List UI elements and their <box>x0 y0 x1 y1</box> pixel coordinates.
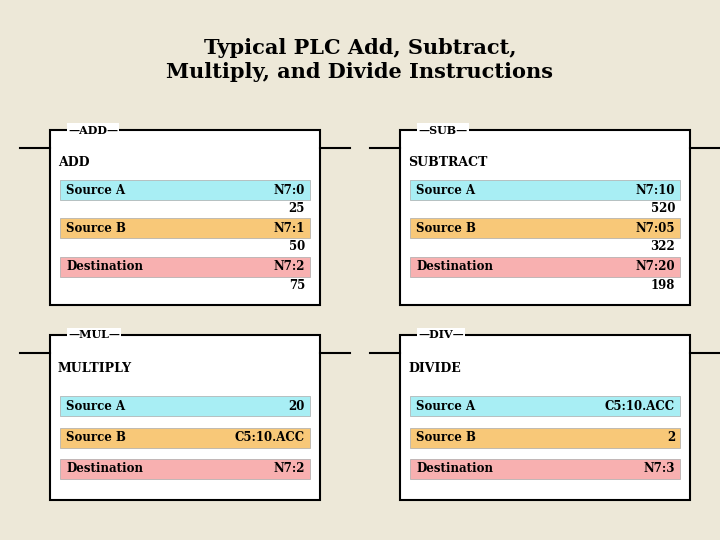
Text: N7:0: N7:0 <box>274 184 305 197</box>
Bar <box>50 335 320 500</box>
Bar <box>400 335 690 500</box>
Bar <box>60 180 310 200</box>
Text: 2: 2 <box>667 431 675 444</box>
Bar <box>410 180 680 200</box>
Text: Destination: Destination <box>416 260 493 273</box>
Text: SUBTRACT: SUBTRACT <box>408 157 487 170</box>
Text: Source B: Source B <box>416 222 476 235</box>
Text: 520: 520 <box>650 202 675 215</box>
Text: Source A: Source A <box>416 184 475 197</box>
Text: N7:10: N7:10 <box>636 184 675 197</box>
Bar <box>60 218 310 238</box>
Text: Source A: Source A <box>66 184 125 197</box>
Text: ADD: ADD <box>58 157 89 170</box>
Text: N7:2: N7:2 <box>274 462 305 475</box>
Text: Destination: Destination <box>66 260 143 273</box>
Text: 198: 198 <box>651 279 675 292</box>
Text: C5:10.ACC: C5:10.ACC <box>605 400 675 413</box>
Text: —ADD—: —ADD— <box>68 125 118 136</box>
Text: DIVIDE: DIVIDE <box>408 361 461 375</box>
Text: Source A: Source A <box>416 400 475 413</box>
Text: N7:2: N7:2 <box>274 260 305 273</box>
Text: Destination: Destination <box>416 462 493 475</box>
Text: MULTIPLY: MULTIPLY <box>58 361 132 375</box>
Bar <box>410 428 680 448</box>
Bar <box>60 459 310 479</box>
Bar <box>60 256 310 276</box>
Text: 322: 322 <box>650 240 675 253</box>
Text: N7:20: N7:20 <box>635 260 675 273</box>
Text: C5:10.ACC: C5:10.ACC <box>235 431 305 444</box>
Bar <box>410 396 680 416</box>
Text: 75: 75 <box>289 279 305 292</box>
Text: 20: 20 <box>289 400 305 413</box>
Text: Source B: Source B <box>416 431 476 444</box>
Text: —DIV—: —DIV— <box>418 329 464 341</box>
Text: 50: 50 <box>289 240 305 253</box>
Bar <box>410 459 680 479</box>
Bar <box>60 396 310 416</box>
Text: N7:1: N7:1 <box>274 222 305 235</box>
Text: Source B: Source B <box>66 431 126 444</box>
Bar <box>400 130 690 305</box>
Text: N7:05: N7:05 <box>636 222 675 235</box>
Text: Typical PLC Add, Subtract,
Multiply, and Divide Instructions: Typical PLC Add, Subtract, Multiply, and… <box>166 38 554 82</box>
Text: 25: 25 <box>289 202 305 215</box>
Text: Source A: Source A <box>66 400 125 413</box>
Text: Destination: Destination <box>66 462 143 475</box>
Bar <box>60 428 310 448</box>
Text: Source B: Source B <box>66 222 126 235</box>
Bar <box>410 218 680 238</box>
Text: —SUB—: —SUB— <box>418 125 467 136</box>
Text: N7:3: N7:3 <box>644 462 675 475</box>
Text: —MUL—: —MUL— <box>68 329 120 341</box>
Bar <box>50 130 320 305</box>
Bar <box>410 256 680 276</box>
